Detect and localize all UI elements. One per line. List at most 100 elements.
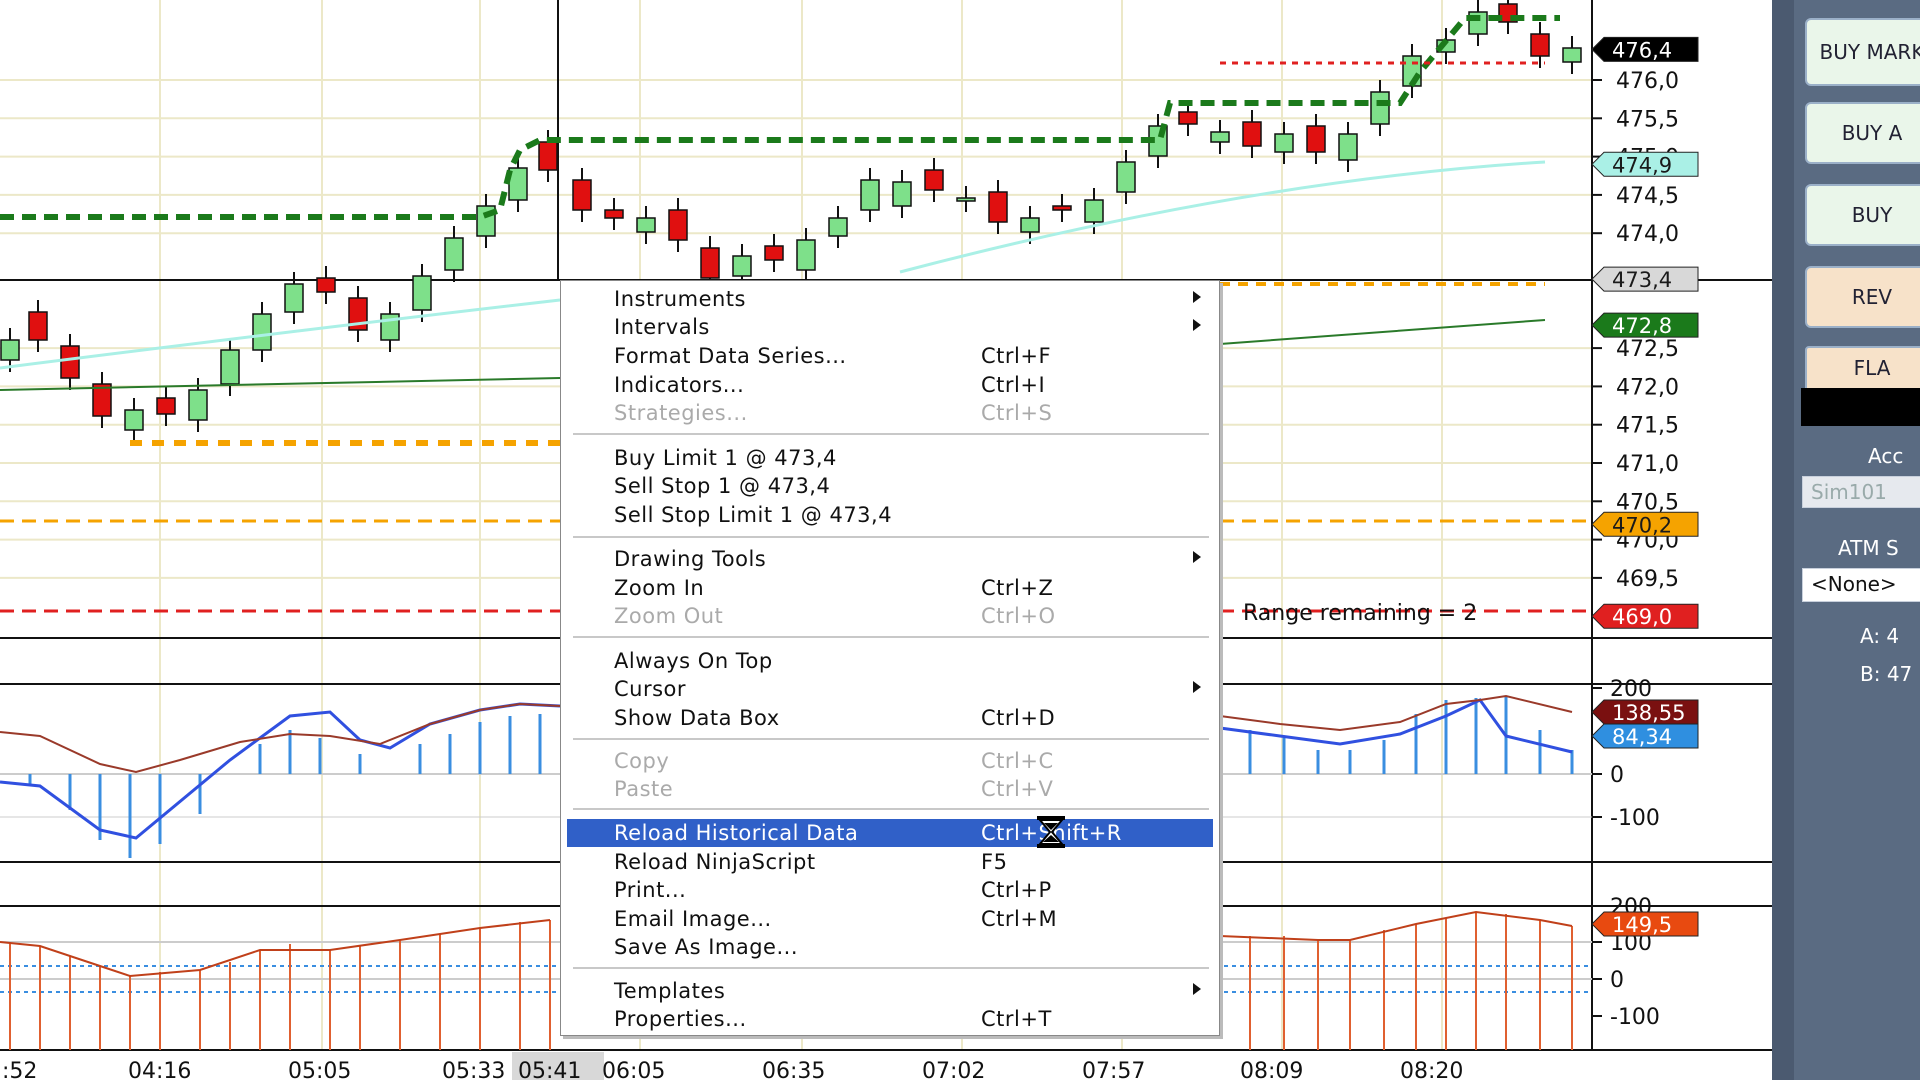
menu-item-reload-historical-data[interactable]: Reload Historical DataCtrl+Shift+R [567, 819, 1213, 847]
trailing-stop-line [0, 15, 1560, 220]
reverse-button[interactable]: REV [1805, 266, 1920, 328]
candle-body [1020, 217, 1040, 233]
buy-market-button[interactable]: BUY MARK [1805, 18, 1920, 86]
candle-body [796, 239, 816, 271]
ind1-axis-label: 0 [1610, 763, 1624, 788]
candle-body [1116, 161, 1136, 193]
ind2-tag-box [1591, 911, 1699, 937]
menu-item-drawing-tools[interactable]: Drawing Tools [567, 545, 1213, 573]
menu-item-label: Always On Top [614, 649, 773, 673]
ema-line [0, 160, 1546, 370]
menu-item-sell-stop-1-473-4[interactable]: Sell Stop 1 @ 473,4 [567, 472, 1213, 500]
menu-item-save-as-image[interactable]: Save As Image... [567, 933, 1213, 961]
candle-body [188, 389, 208, 421]
menu-item-label: Zoom In [614, 576, 705, 600]
menu-item-label: Templates [614, 979, 726, 1003]
menu-item-label: Properties... [614, 1007, 747, 1031]
menu-item-show-data-box[interactable]: Show Data Box Ctrl+D [567, 704, 1213, 732]
menu-item-shortcut: Ctrl+P [981, 878, 1052, 902]
ind1-average-line [1219, 694, 1573, 732]
menu-separator [573, 536, 1209, 538]
menu-item-copy[interactable]: Copy Ctrl+C [567, 747, 1213, 775]
candle-body [538, 141, 558, 171]
menu-item-instruments[interactable]: Instruments [567, 285, 1213, 313]
candle-body [124, 409, 144, 431]
menu-item-label: Reload NinjaScript [614, 850, 816, 874]
price-tag-box [1591, 312, 1699, 338]
price-axis-label: 469,5 [1616, 567, 1679, 592]
menu-item-shortcut: Ctrl+V [981, 777, 1054, 801]
candle-body [604, 209, 624, 219]
ind2-axis-label: -100 [1610, 1005, 1660, 1030]
menu-item-templates[interactable]: Templates [567, 977, 1213, 1005]
menu-item-label: Print... [614, 878, 687, 902]
submenu-arrow-icon [1193, 291, 1201, 303]
candle-body [0, 339, 20, 361]
ind1-axis-label: -100 [1610, 806, 1660, 831]
menu-item-label: Sell Stop Limit 1 @ 473,4 [614, 503, 893, 527]
menu-item-shortcut: Ctrl+M [981, 907, 1058, 931]
flatten-button[interactable]: FLA [1805, 346, 1920, 390]
menu-item-zoom-in[interactable]: Zoom In Ctrl+Z [567, 574, 1213, 602]
menu-item-indicators[interactable]: Indicators... Ctrl+I [567, 371, 1213, 399]
atm-strategy-select[interactable]: <None> [1802, 568, 1920, 602]
atm-strategy-label: ATM S [1838, 536, 1899, 560]
menu-item-properties[interactable]: Properties... Ctrl+T [567, 1005, 1213, 1033]
menu-item-buy-limit-1-473-4[interactable]: Buy Limit 1 @ 473,4 [567, 444, 1213, 472]
time-axis-label: :52 [2, 1059, 37, 1080]
menu-item-label: Intervals [614, 315, 710, 339]
menu-item-zoom-out[interactable]: Zoom Out Ctrl+O [567, 602, 1213, 630]
candlestick-series [0, 0, 1582, 442]
menu-item-email-image[interactable]: Email Image... Ctrl+M [567, 905, 1213, 933]
menu-item-intervals[interactable]: Intervals [567, 313, 1213, 341]
menu-item-reload-ninjascript[interactable]: Reload NinjaScript F5 [567, 848, 1213, 876]
ind2-line [0, 919, 551, 978]
menu-item-cursor[interactable]: Cursor [567, 675, 1213, 703]
menu-item-strategies[interactable]: Strategies... Ctrl+S [567, 399, 1213, 427]
menu-item-label: Zoom Out [614, 604, 724, 628]
submenu-arrow-icon [1193, 551, 1201, 563]
time-axis-label: 08:20 [1400, 1059, 1463, 1080]
menu-item-shortcut: Ctrl+F [981, 344, 1052, 368]
candle-body [1562, 47, 1582, 63]
menu-item-print[interactable]: Print... Ctrl+P [567, 876, 1213, 904]
candle-body [1274, 133, 1294, 153]
menu-item-always-on-top[interactable]: Always On Top [567, 647, 1213, 675]
buy-button[interactable]: BUY [1805, 184, 1920, 246]
sma-line [0, 319, 1546, 391]
menu-separator [573, 967, 1209, 969]
menu-item-shortcut: Ctrl+D [981, 706, 1056, 730]
candle-body [252, 313, 272, 351]
time-axis-label: 06:05 [602, 1059, 665, 1080]
price-tag-box [1591, 151, 1699, 177]
menu-item-shortcut: Ctrl+S [981, 401, 1053, 425]
menu-item-shortcut: F5 [981, 850, 1008, 874]
price-axis-label: 474,5 [1616, 184, 1679, 209]
price-tag-box [1591, 511, 1699, 537]
time-axis-label: 05:41 [518, 1059, 581, 1080]
candle-body [764, 245, 784, 261]
ind1-tag: 84,34 [1612, 725, 1672, 749]
ask-price-label: A: 4 [1860, 624, 1900, 648]
ind1-axis-label: 200 [1610, 677, 1652, 702]
candle-body [1084, 199, 1104, 223]
buy-ask-button[interactable]: BUY A [1805, 102, 1920, 164]
candle-body [1338, 133, 1358, 161]
menu-item-label: Sell Stop 1 @ 473,4 [614, 474, 831, 498]
ind2-line [1219, 910, 1573, 941]
menu-item-paste[interactable]: Paste Ctrl+V [567, 775, 1213, 803]
candle-body [316, 277, 336, 293]
ind2-axis-label: 0 [1610, 968, 1624, 993]
candle-body [28, 311, 48, 341]
time-axis-label: 07:57 [1082, 1059, 1145, 1080]
account-select[interactable]: Sim101 [1802, 476, 1920, 508]
menu-item-label: Strategies... [614, 401, 748, 425]
ind1-tag-box [1591, 699, 1699, 725]
menu-item-sell-stop-limit-1-473-4[interactable]: Sell Stop Limit 1 @ 473,4 [567, 501, 1213, 529]
candle-body [220, 349, 240, 385]
menu-item-format-data-series[interactable]: Format Data Series... Ctrl+F [567, 342, 1213, 370]
range-remaining-text: Range remaining = 2 [1243, 601, 1477, 626]
price-axis-label: 471,0 [1616, 452, 1679, 477]
panel-splitter[interactable] [1772, 0, 1794, 1080]
price-tag: 470,2 [1612, 513, 1672, 537]
